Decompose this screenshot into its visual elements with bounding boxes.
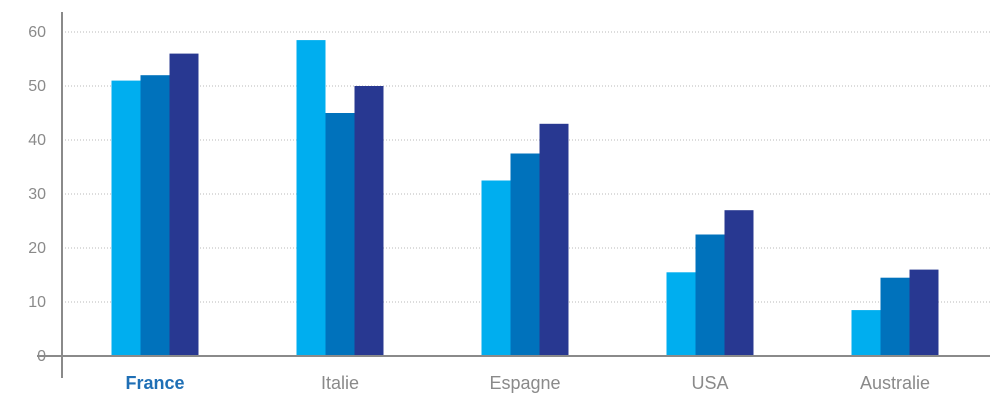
bar-espagne-3 xyxy=(539,123,569,356)
bar-espagne-2 xyxy=(510,153,540,356)
y-tick-label-40: 40 xyxy=(28,132,46,149)
bar-espagne-1 xyxy=(481,180,511,356)
x-tick-label-france: France xyxy=(125,373,184,393)
bar-usa-3 xyxy=(724,210,754,356)
bar-italie-2 xyxy=(325,113,355,356)
y-tick-label-10: 10 xyxy=(28,294,46,311)
bar-australie-1 xyxy=(851,310,881,356)
bar-usa-2 xyxy=(695,234,725,356)
bar-france-1 xyxy=(111,80,141,356)
y-tick-label-50: 50 xyxy=(28,78,46,95)
y-tick-label-60: 60 xyxy=(28,24,46,41)
x-tick-label-italie: Italie xyxy=(321,373,359,393)
x-tick-label-australie: Australie xyxy=(860,373,930,393)
bar-australie-2 xyxy=(880,277,910,356)
y-tick-label-30: 30 xyxy=(28,186,46,203)
bar-france-2 xyxy=(140,75,170,356)
bar-australie-3 xyxy=(909,269,939,356)
x-tick-label-usa: USA xyxy=(691,373,728,393)
bar-italie-1 xyxy=(296,40,326,356)
y-tick-label-20: 20 xyxy=(28,240,46,257)
bar-italie-3 xyxy=(354,86,384,356)
bar-usa-1 xyxy=(666,272,696,356)
x-tick-label-espagne: Espagne xyxy=(489,373,560,393)
bar-france-3 xyxy=(169,53,199,356)
